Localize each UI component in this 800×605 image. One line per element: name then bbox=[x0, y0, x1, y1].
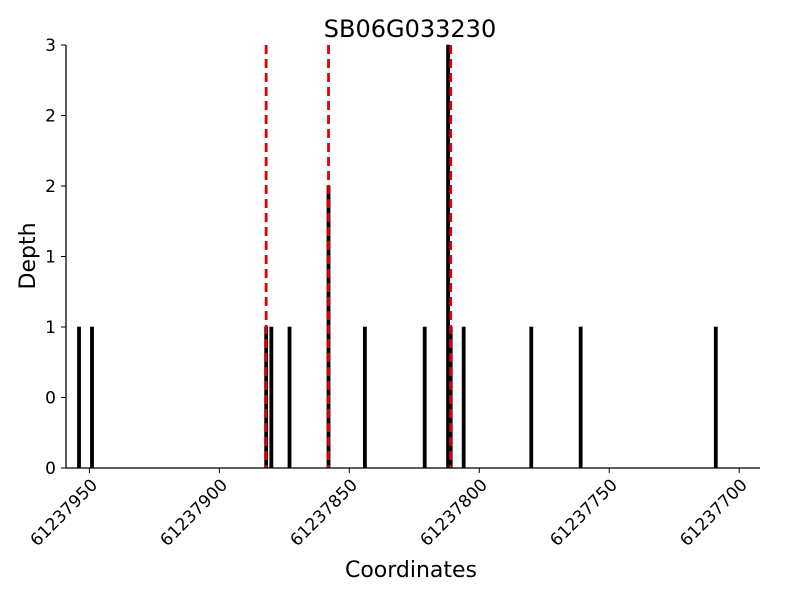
y-axis-label: Depth bbox=[16, 222, 41, 289]
depth-bar bbox=[287, 326, 292, 469]
x-tick-label: 61237800 bbox=[416, 475, 491, 550]
chart-title: SB06G033230 bbox=[324, 15, 496, 43]
depth-bar bbox=[77, 326, 81, 469]
x-ticks-group: 61237950 61237900 61237850 61237800 61237750… bbox=[27, 468, 752, 551]
depth-bar bbox=[422, 326, 427, 469]
depth-bar bbox=[363, 326, 367, 469]
x-tick-label: 61237750 bbox=[546, 475, 621, 550]
y-tick-label: 1 bbox=[45, 318, 56, 338]
x-tick-label: 61237900 bbox=[157, 475, 232, 550]
y-tick-label: 2 bbox=[45, 177, 56, 197]
y-tick-label: 2 bbox=[45, 107, 56, 127]
x-tick-label: 61237950 bbox=[27, 475, 102, 550]
markers-group bbox=[264, 45, 453, 468]
y-tick-label: 0 bbox=[45, 459, 56, 479]
x-tick-label: 61237700 bbox=[676, 475, 751, 550]
depth-bar bbox=[461, 326, 466, 469]
depth-bar bbox=[578, 326, 583, 469]
y-tick-label: 3 bbox=[45, 36, 56, 56]
y-tick-label: 0 bbox=[45, 389, 56, 409]
x-axis-label: Coordinates bbox=[345, 558, 477, 583]
bars-group bbox=[77, 44, 718, 469]
depth-bar bbox=[90, 326, 94, 469]
x-tick-label: 61237850 bbox=[287, 475, 362, 550]
depth-bar bbox=[269, 326, 274, 469]
y-tick-label: 1 bbox=[45, 248, 56, 268]
depth-bar bbox=[529, 326, 534, 469]
y-ticks-group: 0 0 1 1 2 2 3 bbox=[45, 36, 66, 479]
depth-bar bbox=[446, 44, 450, 469]
depth-bar bbox=[713, 326, 718, 469]
